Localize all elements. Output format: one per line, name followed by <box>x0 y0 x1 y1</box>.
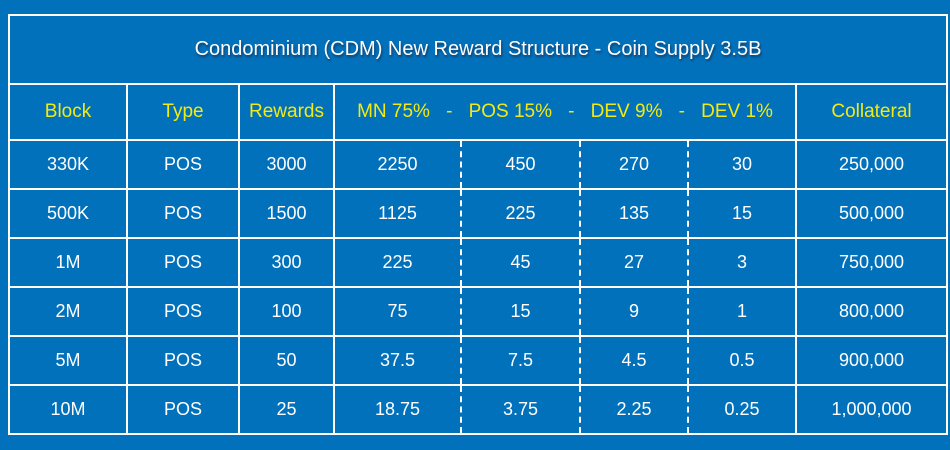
cell-dev1: 0.5 <box>688 335 796 386</box>
table-row: 2M POS 100 75 15 9 1 800,000 <box>8 286 948 337</box>
cell-block: 500K <box>8 188 128 239</box>
header-separator: - <box>678 101 685 122</box>
cell-type: POS <box>126 237 240 288</box>
cell-pos: 225 <box>461 188 581 239</box>
header-block: Block <box>8 83 128 141</box>
cell-rewards: 100 <box>238 286 335 337</box>
cell-dev1: 3 <box>688 237 796 288</box>
header-dev9: DEV 9% <box>590 101 663 122</box>
table-row: 1M POS 300 225 45 27 3 750,000 <box>8 237 948 288</box>
cell-pos: 45 <box>461 237 581 288</box>
header-dev1: DEV 1% <box>701 101 773 122</box>
cell-type: POS <box>126 188 240 239</box>
cell-pos: 3.75 <box>461 384 581 435</box>
cell-collateral: 800,000 <box>795 286 948 337</box>
cell-type: POS <box>126 384 240 435</box>
cell-block: 1M <box>8 237 128 288</box>
cell-dev1: 1 <box>688 286 796 337</box>
cell-collateral: 500,000 <box>795 188 948 239</box>
cell-rewards: 3000 <box>238 139 335 190</box>
cell-block: 5M <box>8 335 128 386</box>
table-row: 330K POS 3000 2250 450 270 30 250,000 <box>8 139 948 190</box>
header-separator: - <box>568 101 575 122</box>
cell-block: 2M <box>8 286 128 337</box>
cell-mn: 75 <box>334 286 462 337</box>
cell-dev1: 15 <box>688 188 796 239</box>
header-mn: MN 75% <box>357 101 430 122</box>
title-row: Condominium (CDM) New Reward Structure -… <box>8 14 948 85</box>
cell-collateral: 750,000 <box>795 237 948 288</box>
cell-rewards: 25 <box>238 384 335 435</box>
cell-dev9: 4.5 <box>580 335 689 386</box>
cell-dev9: 27 <box>580 237 689 288</box>
cell-dev9: 270 <box>580 139 689 190</box>
cell-pos: 15 <box>461 286 581 337</box>
cell-dev1: 30 <box>688 139 796 190</box>
cell-type: POS <box>126 139 240 190</box>
cell-collateral: 250,000 <box>795 139 948 190</box>
cell-dev1: 0.25 <box>688 384 796 435</box>
table-title: Condominium (CDM) New Reward Structure -… <box>8 14 948 85</box>
table-row: 5M POS 50 37.5 7.5 4.5 0.5 900,000 <box>8 335 948 386</box>
cell-dev9: 2.25 <box>580 384 689 435</box>
cell-type: POS <box>126 335 240 386</box>
header-collateral: Collateral <box>795 83 948 141</box>
cell-rewards: 50 <box>238 335 335 386</box>
cell-dev9: 135 <box>580 188 689 239</box>
cell-mn: 37.5 <box>334 335 462 386</box>
cell-block: 10M <box>8 384 128 435</box>
cell-dev9: 9 <box>580 286 689 337</box>
cell-pos: 450 <box>461 139 581 190</box>
cell-rewards: 300 <box>238 237 335 288</box>
table-row: 10M POS 25 18.75 3.75 2.25 0.25 1,000,000 <box>8 384 948 435</box>
cell-collateral: 1,000,000 <box>795 384 948 435</box>
cell-mn: 18.75 <box>334 384 462 435</box>
header-distribution: MN 75% - POS 15% - DEV 9% - DEV 1% <box>333 83 797 141</box>
header-rewards: Rewards <box>238 83 335 141</box>
cell-collateral: 900,000 <box>795 335 948 386</box>
cell-rewards: 1500 <box>238 188 335 239</box>
cell-block: 330K <box>8 139 128 190</box>
header-separator: - <box>446 101 453 122</box>
header-pos: POS 15% <box>468 101 553 122</box>
cell-type: POS <box>126 286 240 337</box>
header-type: Type <box>126 83 240 141</box>
cell-mn: 2250 <box>334 139 462 190</box>
cell-mn: 225 <box>334 237 462 288</box>
reward-structure-table: Condominium (CDM) New Reward Structure -… <box>8 14 948 435</box>
cell-pos: 7.5 <box>461 335 581 386</box>
header-row: Block Type Rewards MN 75% - POS 15% - DE… <box>8 83 948 141</box>
cell-mn: 1125 <box>334 188 462 239</box>
table-row: 500K POS 1500 1125 225 135 15 500,000 <box>8 188 948 239</box>
